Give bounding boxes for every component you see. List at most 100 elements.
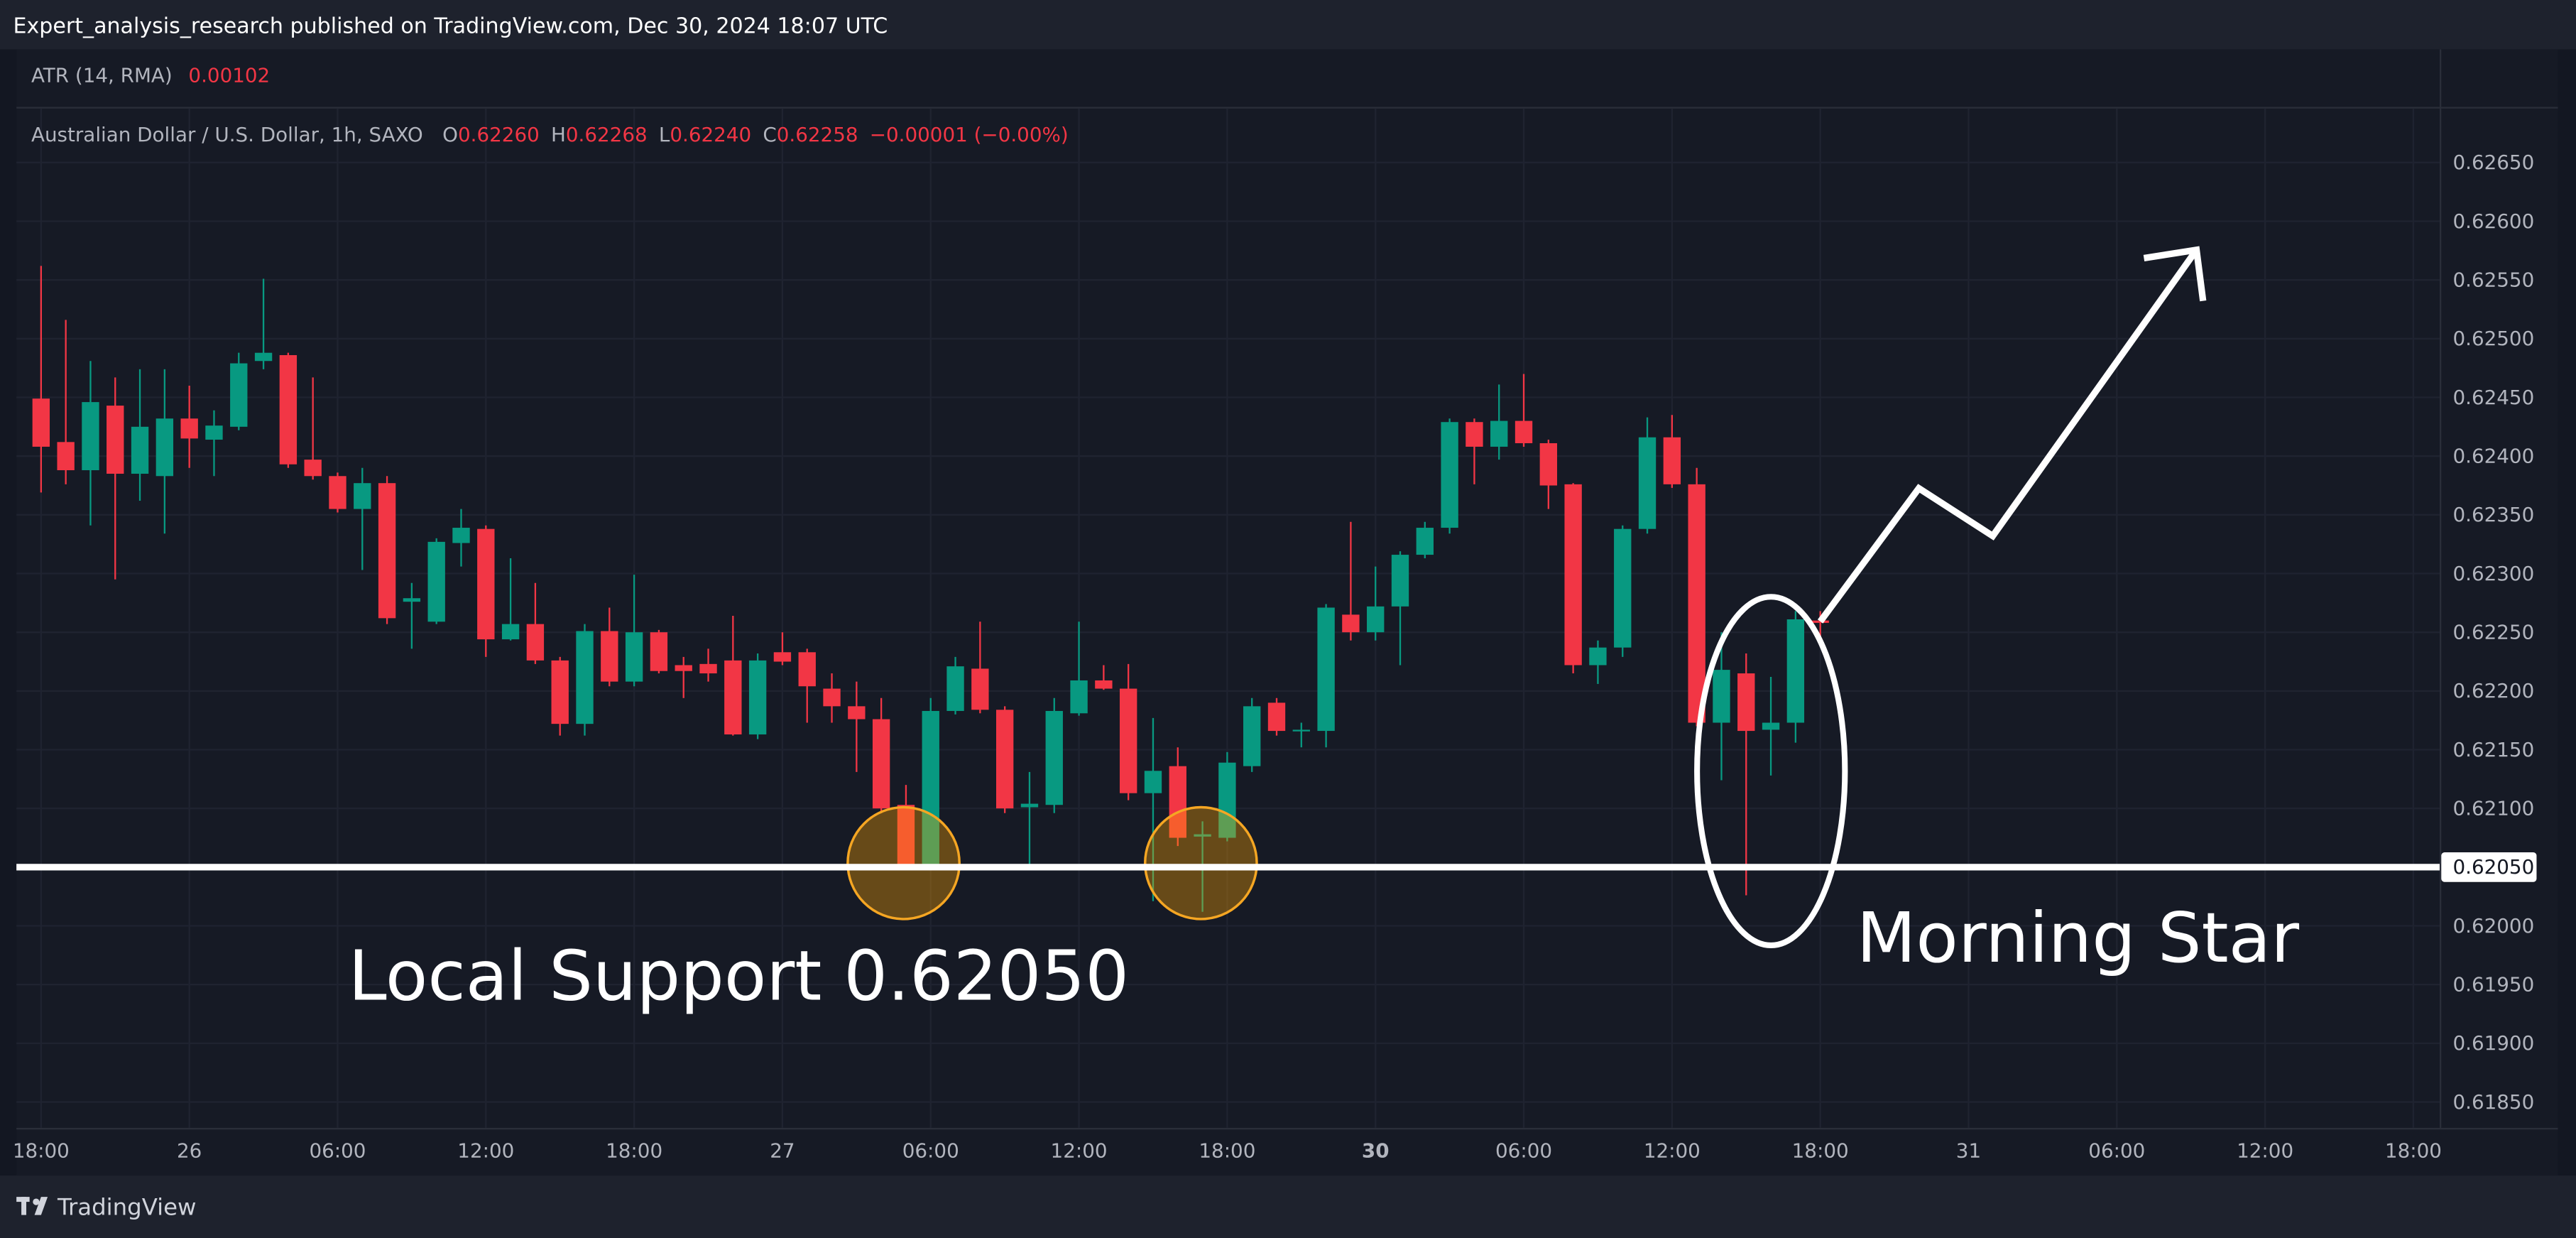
indicator-name: ATR (14, RMA)	[31, 64, 173, 87]
candle-body	[1020, 803, 1039, 808]
y-tick-label: 0.62100	[2452, 796, 2534, 820]
x-tick-label: 18:00	[1199, 1139, 1255, 1163]
projection-arrow	[1817, 248, 2200, 624]
annotation: Local Support 0.62050	[349, 935, 1130, 1016]
logo-part	[34, 1197, 48, 1215]
candle-body	[699, 663, 717, 674]
y-tick-label: 0.62500	[2452, 327, 2534, 350]
candle-body	[1095, 680, 1113, 689]
y-tick-label: 0.61900	[2452, 1031, 2534, 1055]
annotation: Morning Star	[1857, 898, 2300, 978]
x-tick-label: 12:00	[1051, 1139, 1108, 1163]
logo-part	[33, 1198, 40, 1205]
ohlc-legend: Australian Dollar / U.S. Dollar, 1h, SAX…	[31, 123, 1069, 146]
candle-body	[57, 442, 75, 471]
pattern-ellipse	[1694, 594, 1848, 949]
ohlc-key: H	[551, 123, 566, 146]
y-tick-label: 0.61850	[2452, 1090, 2534, 1114]
ohlc-key: O	[442, 123, 458, 146]
candle-body	[798, 652, 816, 687]
brand: TradingView	[57, 1194, 197, 1221]
x-tick-label: 12:00	[2237, 1139, 2293, 1163]
x-tick-label: 18:00	[1792, 1139, 1849, 1163]
candle-body	[279, 354, 298, 465]
candle-body	[1391, 555, 1409, 607]
candle-body	[601, 631, 618, 682]
candle-body	[1614, 528, 1632, 648]
indicator-value: 0.00102	[188, 64, 270, 87]
x-tick-label: 06:00	[1495, 1139, 1552, 1163]
candle-body	[1539, 442, 1558, 486]
candle-body	[1045, 710, 1063, 805]
x-tick-label: 06:00	[2088, 1139, 2145, 1163]
candle-body	[995, 710, 1014, 809]
candle-body	[1070, 680, 1088, 714]
candle-body	[1638, 437, 1657, 529]
candle-body	[1267, 702, 1286, 732]
candle-body	[1218, 762, 1236, 838]
arrow-head	[2143, 246, 2207, 302]
candle-body	[1367, 606, 1385, 633]
x-tick-label: 30	[1362, 1139, 1390, 1163]
candle-body	[724, 660, 742, 735]
candle-body	[1564, 484, 1582, 666]
candle-body	[304, 460, 322, 477]
candle-body	[1737, 673, 1755, 732]
candle-body	[1342, 614, 1360, 633]
candle-body	[971, 668, 989, 710]
candle-body	[576, 631, 594, 724]
candle-body	[1466, 422, 1483, 447]
ohlc-value: 0.62268	[566, 123, 648, 146]
candle-body	[946, 666, 964, 711]
x-tick-label: 12:00	[1644, 1139, 1701, 1163]
candle-body	[748, 660, 767, 735]
candle-body	[32, 398, 50, 447]
x-tick-label: 18:00	[13, 1139, 70, 1163]
candle-body	[1713, 670, 1730, 723]
x-tick-label: 31	[1956, 1139, 1981, 1163]
candle-body	[675, 665, 692, 671]
ohlc-value: 0.62258	[777, 123, 858, 146]
y-tick-label: 0.62600	[2452, 210, 2534, 233]
footer-bar	[0, 1175, 2576, 1238]
annotations: Local Support 0.62050 Morning Star	[16, 246, 2440, 1016]
y-tick-label: 0.62200	[2452, 679, 2534, 702]
y-tick-label: 0.62000	[2452, 914, 2534, 938]
candle-body	[650, 632, 668, 671]
x-tick-label: 27	[770, 1139, 795, 1163]
candle-body	[205, 425, 223, 440]
candle-body	[1515, 420, 1533, 443]
candle-body	[1416, 528, 1434, 555]
candle-body	[1811, 620, 1829, 623]
candle-body	[823, 688, 841, 707]
candle-body	[1292, 729, 1310, 732]
x-tick-label: 26	[177, 1139, 202, 1163]
y-tick-label: 0.62650	[2452, 151, 2534, 174]
ohlc-value: 0.62240	[670, 123, 751, 146]
indicator-legend: ATR (14, RMA) 0.00102	[31, 64, 270, 87]
candle-body	[131, 426, 149, 474]
candle-body	[897, 805, 915, 865]
candle-body	[1663, 437, 1681, 484]
publisher: Expert_analysis_research published on Tr…	[13, 13, 888, 38]
candle-body	[378, 483, 396, 619]
y-tick-label: 0.61950	[2452, 972, 2534, 996]
candle-body	[1317, 607, 1335, 732]
candle-body	[848, 706, 866, 720]
y-tick-label: 0.62150	[2452, 738, 2534, 761]
candle-body	[1688, 484, 1705, 723]
candle-body	[922, 710, 939, 865]
logo-part	[21, 1197, 27, 1215]
candle-body	[354, 483, 371, 509]
candle-body	[452, 528, 470, 543]
candle-body	[551, 660, 569, 724]
candle-body	[1490, 420, 1508, 447]
symbol-title: Australian Dollar / U.S. Dollar, 1h, SAX…	[31, 123, 423, 146]
x-tick-label: 06:00	[309, 1139, 366, 1163]
candle-body	[477, 528, 495, 640]
x-tick-label: 18:00	[606, 1139, 662, 1163]
candle-body	[625, 632, 643, 682]
y-tick-label: 0.62550	[2452, 268, 2534, 291]
